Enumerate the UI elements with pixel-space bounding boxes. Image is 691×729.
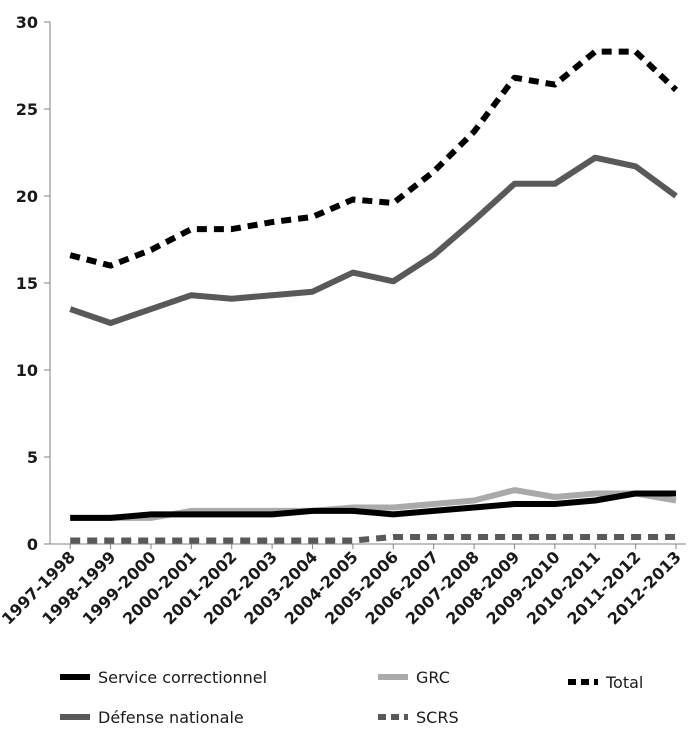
y-tick-label: 20 — [16, 187, 38, 206]
y-tick-label: 0 — [27, 535, 38, 554]
legend-label-scrs: SCRS — [416, 708, 459, 727]
series-line-total — [69, 48, 679, 269]
axes — [49, 22, 686, 545]
legend-label-grc: GRC — [416, 668, 450, 687]
x-axis-ticks: 1997-19981998-19991999-20002000-20012001… — [0, 544, 685, 629]
y-tick-label: 30 — [16, 13, 38, 32]
series-lines — [69, 48, 679, 544]
legend-label-total: Total — [605, 673, 643, 692]
legend-label-d-fense-nationale: Défense nationale — [98, 708, 244, 727]
y-tick-label: 15 — [16, 274, 38, 293]
y-tick-label: 5 — [27, 448, 38, 467]
y-tick-label: 25 — [16, 100, 38, 119]
legend-label-service-correctionnel: Service correctionnel — [98, 668, 267, 687]
series-line-scrs — [70, 534, 676, 544]
series-line-d-fense-nationale — [69, 154, 678, 326]
series-line-service-correctionnel — [70, 490, 676, 521]
legend: Service correctionnel GRC Total Défense nat… — [60, 668, 643, 727]
y-axis-ticks: 0 5 10 15 20 25 30 — [16, 13, 50, 554]
y-tick-label: 10 — [16, 361, 38, 380]
